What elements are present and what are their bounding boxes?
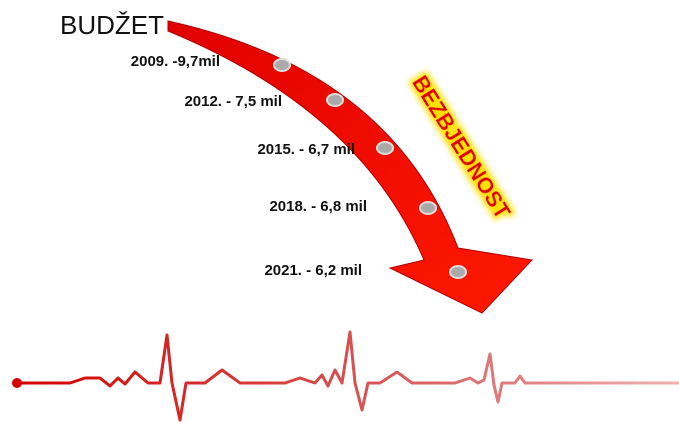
point — [450, 266, 466, 278]
heartbeat-line — [17, 332, 679, 420]
item-label: 2012. - 7,5 mil — [184, 93, 282, 110]
point — [420, 202, 436, 214]
item-label: 2015. - 6,7 mil — [257, 141, 355, 158]
item-label: 2018. - 6,8 mil — [269, 198, 367, 215]
point — [274, 59, 290, 71]
item-label: 2009. -9,7mil — [131, 53, 220, 70]
infographic: BUDŽET BEZBJEDNOST 2009. -9,7mil 2012. -… — [0, 0, 679, 423]
title: BUDŽET — [60, 10, 164, 40]
point — [377, 142, 393, 154]
item-label: 2021. - 6,2 mil — [264, 262, 362, 279]
point — [327, 94, 343, 106]
